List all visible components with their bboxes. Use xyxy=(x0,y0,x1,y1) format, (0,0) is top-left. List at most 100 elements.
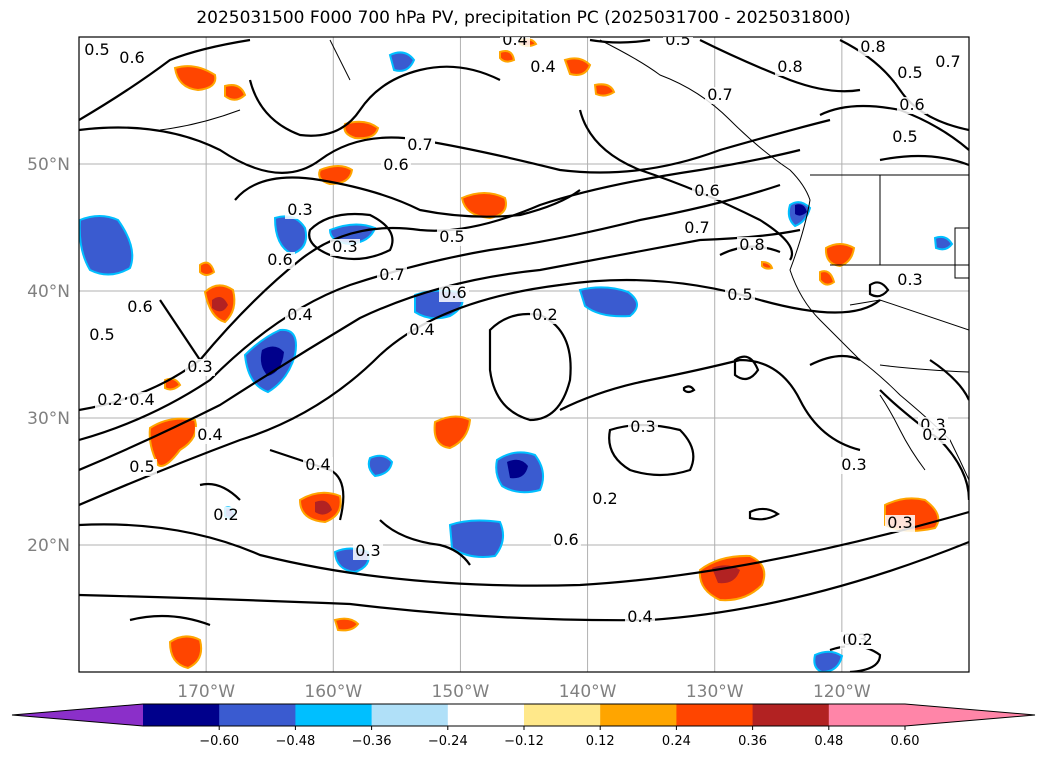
colorbar-min-extend xyxy=(12,704,143,726)
contour-label: 0.4 xyxy=(627,607,652,626)
contour-label-background xyxy=(725,287,755,304)
contour-label: 0.4 xyxy=(197,425,222,444)
contour-label-background xyxy=(381,157,411,174)
contour-label: 0.6 xyxy=(553,530,578,549)
contour-label-background xyxy=(858,39,888,56)
contour-label: 0.4 xyxy=(502,30,527,49)
contour-label-background xyxy=(895,65,925,82)
colorbar-tick-label: −0.36 xyxy=(352,734,392,749)
longitude-label: 160°W xyxy=(304,682,362,702)
colorbar-tick-label: 0.12 xyxy=(586,734,615,749)
contour-label: 0.3 xyxy=(187,357,212,376)
colorbar-segment xyxy=(295,704,373,726)
contour-label-background xyxy=(285,307,315,324)
contour-label: 0.6 xyxy=(119,48,144,67)
contour-label-background xyxy=(437,229,467,246)
contour-label: 0.4 xyxy=(129,390,154,409)
contour-label: 0.2 xyxy=(213,505,238,524)
contour-label-background xyxy=(890,129,920,146)
contour-label: 0.5 xyxy=(129,457,154,476)
latitude-labels: 50°N 40°N 30°N 20°N xyxy=(27,155,70,556)
contour-label-background xyxy=(551,532,581,549)
contour-label: 0.3 xyxy=(287,200,312,219)
longitude-label: 150°W xyxy=(432,682,490,702)
contour-label: 0.6 xyxy=(899,95,924,114)
contour-label-background xyxy=(775,59,805,76)
contour-label: 0.4 xyxy=(287,305,312,324)
contour-label-background xyxy=(211,507,241,524)
contour-label-background xyxy=(125,299,155,316)
contour-label-background xyxy=(127,392,157,409)
colorbar-segment xyxy=(143,704,220,726)
contour-label-background xyxy=(195,427,225,444)
contour-label: 0.2 xyxy=(847,630,872,649)
contour-label: 0.5 xyxy=(665,30,690,49)
latitude-label: 40°N xyxy=(27,282,70,302)
contour-label-background xyxy=(127,459,157,476)
contour-label: 0.5 xyxy=(89,325,114,344)
contour-label-background xyxy=(405,137,435,154)
colorbar-tick-label: 0.48 xyxy=(814,734,843,749)
precip-shading xyxy=(79,38,954,672)
pv-contours xyxy=(79,38,969,672)
contour-label-background xyxy=(303,457,333,474)
contour-label-background xyxy=(920,427,950,444)
contour-label: 0.7 xyxy=(379,265,404,284)
longitude-label: 170°W xyxy=(177,682,235,702)
contour-label-background xyxy=(933,54,963,71)
contour-label: 0.7 xyxy=(684,218,709,237)
colorbar-tick-label: −0.48 xyxy=(275,734,315,749)
contour-label-background xyxy=(117,50,147,67)
latitude-label: 20°N xyxy=(27,536,70,556)
contour-label: 0.6 xyxy=(441,283,466,302)
colorbar-tick-label: −0.24 xyxy=(428,734,468,749)
colorbar-segment xyxy=(828,704,906,726)
contour-label: 0.5 xyxy=(439,227,464,246)
contour-label-background xyxy=(377,267,407,284)
contour-label-background xyxy=(897,97,927,114)
colorbar-segment xyxy=(600,704,677,726)
contour-label-background xyxy=(839,457,869,474)
contour-label: 0.4 xyxy=(409,320,434,339)
contour-label: 0.3 xyxy=(355,541,380,560)
contour-label-background xyxy=(625,609,655,626)
latitude-label: 50°N xyxy=(27,155,70,175)
map-plot-area xyxy=(79,37,969,672)
contour-label: 0.3 xyxy=(332,237,357,256)
contour-label-background xyxy=(528,59,558,76)
contour-label-background xyxy=(87,327,117,344)
contour-label-background xyxy=(590,491,620,508)
colorbar-tick-label: 0.24 xyxy=(662,734,691,749)
contour-label: 0.5 xyxy=(727,285,752,304)
colorbar: −0.60 −0.48 −0.36 −0.24 −0.12 0.12 0.24 0.36 0.4… xyxy=(11,703,1036,749)
contour-label-background xyxy=(407,322,437,339)
contour-label: 0.7 xyxy=(407,135,432,154)
contour-label: 0.7 xyxy=(707,85,732,104)
contour-label: 0.8 xyxy=(777,57,802,76)
contour-label: 0.8 xyxy=(739,235,764,254)
contour-label-background xyxy=(737,237,767,254)
contour-label: 0.2 xyxy=(592,489,617,508)
colorbar-segment xyxy=(219,704,296,726)
contour-label: 0.6 xyxy=(127,297,152,316)
contour-label: 0.3 xyxy=(897,270,922,289)
contour-labels: 0.5 0.6 0.6 0.8 0.4 0.5 0.7 0.5 0.8 0.4 0.7 0.7 0.6 0… xyxy=(82,30,963,649)
contour-label-background xyxy=(885,515,915,532)
colorbar-tick-label: −0.12 xyxy=(504,734,544,749)
coastlines xyxy=(159,39,969,481)
contour-label-background xyxy=(895,272,925,289)
contour-label: 0.5 xyxy=(897,63,922,82)
contour-label: 0.6 xyxy=(267,250,292,269)
contour-label-background xyxy=(692,183,722,200)
colorbar-segment xyxy=(752,704,830,726)
longitude-labels: 170°W 160°W 150°W 140°W 130°W 120°W xyxy=(177,682,871,702)
contour-label-background xyxy=(845,632,875,649)
contour-label-background xyxy=(439,285,469,302)
colorbar-outline xyxy=(11,703,1036,727)
colorbar-tick-label: −0.60 xyxy=(199,734,239,749)
contour-label-background xyxy=(628,419,658,436)
contour-label-background xyxy=(530,307,560,324)
contour-label-background xyxy=(265,252,295,269)
contour-label-background xyxy=(353,543,383,560)
